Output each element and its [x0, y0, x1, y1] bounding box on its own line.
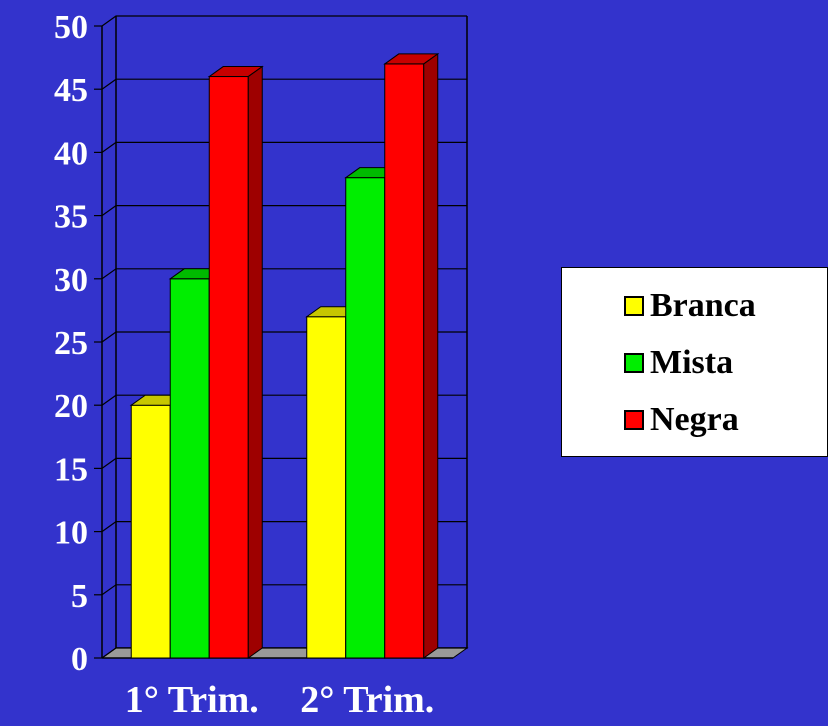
gridline [101, 141, 467, 153]
y-tick-labels: 0 5 10 15 20 25 30 35 40 45 50 [54, 9, 88, 678]
legend-label-mista: Mista [650, 344, 734, 381]
bars [129, 52, 440, 659]
y-tick-label: 45 [54, 72, 88, 109]
gridline [101, 15, 467, 27]
y-tick-label: 0 [71, 641, 88, 678]
legend-label-negra: Negra [650, 401, 739, 438]
legend-label-branca: Branca [650, 287, 756, 324]
y-tick-label: 20 [54, 388, 88, 425]
y-tick-label: 25 [54, 325, 88, 362]
y-tick-label: 10 [54, 515, 88, 552]
y-tick-label: 5 [71, 578, 88, 615]
legend-swatch-negra [624, 410, 644, 430]
y-tick-label: 15 [54, 451, 88, 488]
y-tick-label: 50 [54, 9, 88, 46]
legend-item-negra: Negra [624, 400, 739, 440]
x-category-label: 2° Trim. [300, 679, 434, 721]
y-tick-label: 35 [54, 199, 88, 236]
legend-swatch-branca [624, 296, 644, 316]
y-tick-label: 30 [54, 262, 88, 299]
x-category-labels: 1° Trim. 2° Trim. [125, 679, 435, 721]
gridline [101, 78, 467, 90]
bar-negra-2 [383, 52, 440, 659]
bar-negra-1 [207, 65, 264, 659]
legend: Branca Mista Negra [561, 267, 828, 457]
x-category-label: 1° Trim. [125, 679, 259, 721]
y-tick-label: 40 [54, 135, 88, 172]
legend-item-branca: Branca [624, 286, 756, 326]
legend-swatch-mista [624, 353, 644, 373]
legend-item-mista: Mista [624, 343, 733, 383]
